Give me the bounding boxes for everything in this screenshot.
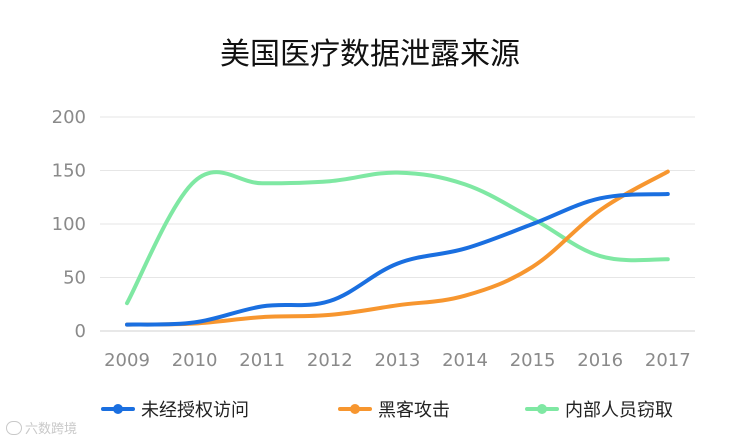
legend: 未经授权访问 黑客攻击 内部人员窃取 [101, 400, 673, 421]
legend-item-1: 黑客攻击 [338, 400, 450, 421]
series-line-1 [125, 169, 670, 327]
y-tick-label: 200 [52, 107, 86, 128]
y-tick-label: 50 [63, 268, 86, 289]
y-tick-label: 150 [52, 161, 86, 182]
x-tick-label: 2015 [510, 350, 556, 371]
x-tick-label: 2014 [442, 350, 488, 371]
x-tick-label: 2016 [577, 350, 623, 371]
y-tick-label: 0 [75, 321, 86, 342]
x-tick-label: 2009 [104, 350, 150, 371]
gridlines [100, 116, 695, 332]
series-line-0 [125, 192, 670, 327]
series-line-2 [125, 170, 670, 306]
x-tick-label: 2012 [307, 350, 353, 371]
x-tick-label: 2011 [239, 350, 285, 371]
logo-icon [6, 421, 22, 435]
watermark: 六数跨境 [6, 418, 77, 437]
chart-title: 美国医疗数据泄露来源 [220, 37, 520, 72]
legend-label: 未经授权访问 [141, 400, 249, 421]
x-tick-label: 2017 [645, 350, 691, 371]
x-tick-label: 2010 [172, 350, 218, 371]
x-axis-ticks: 2009 2010 2011 2012 2013 2014 2015 2016 2017 [104, 350, 691, 371]
legend-label: 内部人员窃取 [565, 400, 673, 421]
x-tick-label: 2013 [374, 350, 420, 371]
series-lines [125, 169, 670, 327]
legend-item-0: 未经授权访问 [101, 400, 249, 421]
legend-marker [537, 404, 547, 414]
legend-marker [350, 404, 360, 414]
legend-item-2: 内部人员窃取 [525, 400, 673, 421]
watermark-text: 六数跨境 [25, 422, 78, 437]
legend-label: 黑客攻击 [378, 400, 450, 421]
y-tick-label: 100 [52, 214, 86, 235]
y-axis-ticks: 0 50 100 150 200 [52, 107, 86, 342]
legend-marker [113, 404, 123, 414]
